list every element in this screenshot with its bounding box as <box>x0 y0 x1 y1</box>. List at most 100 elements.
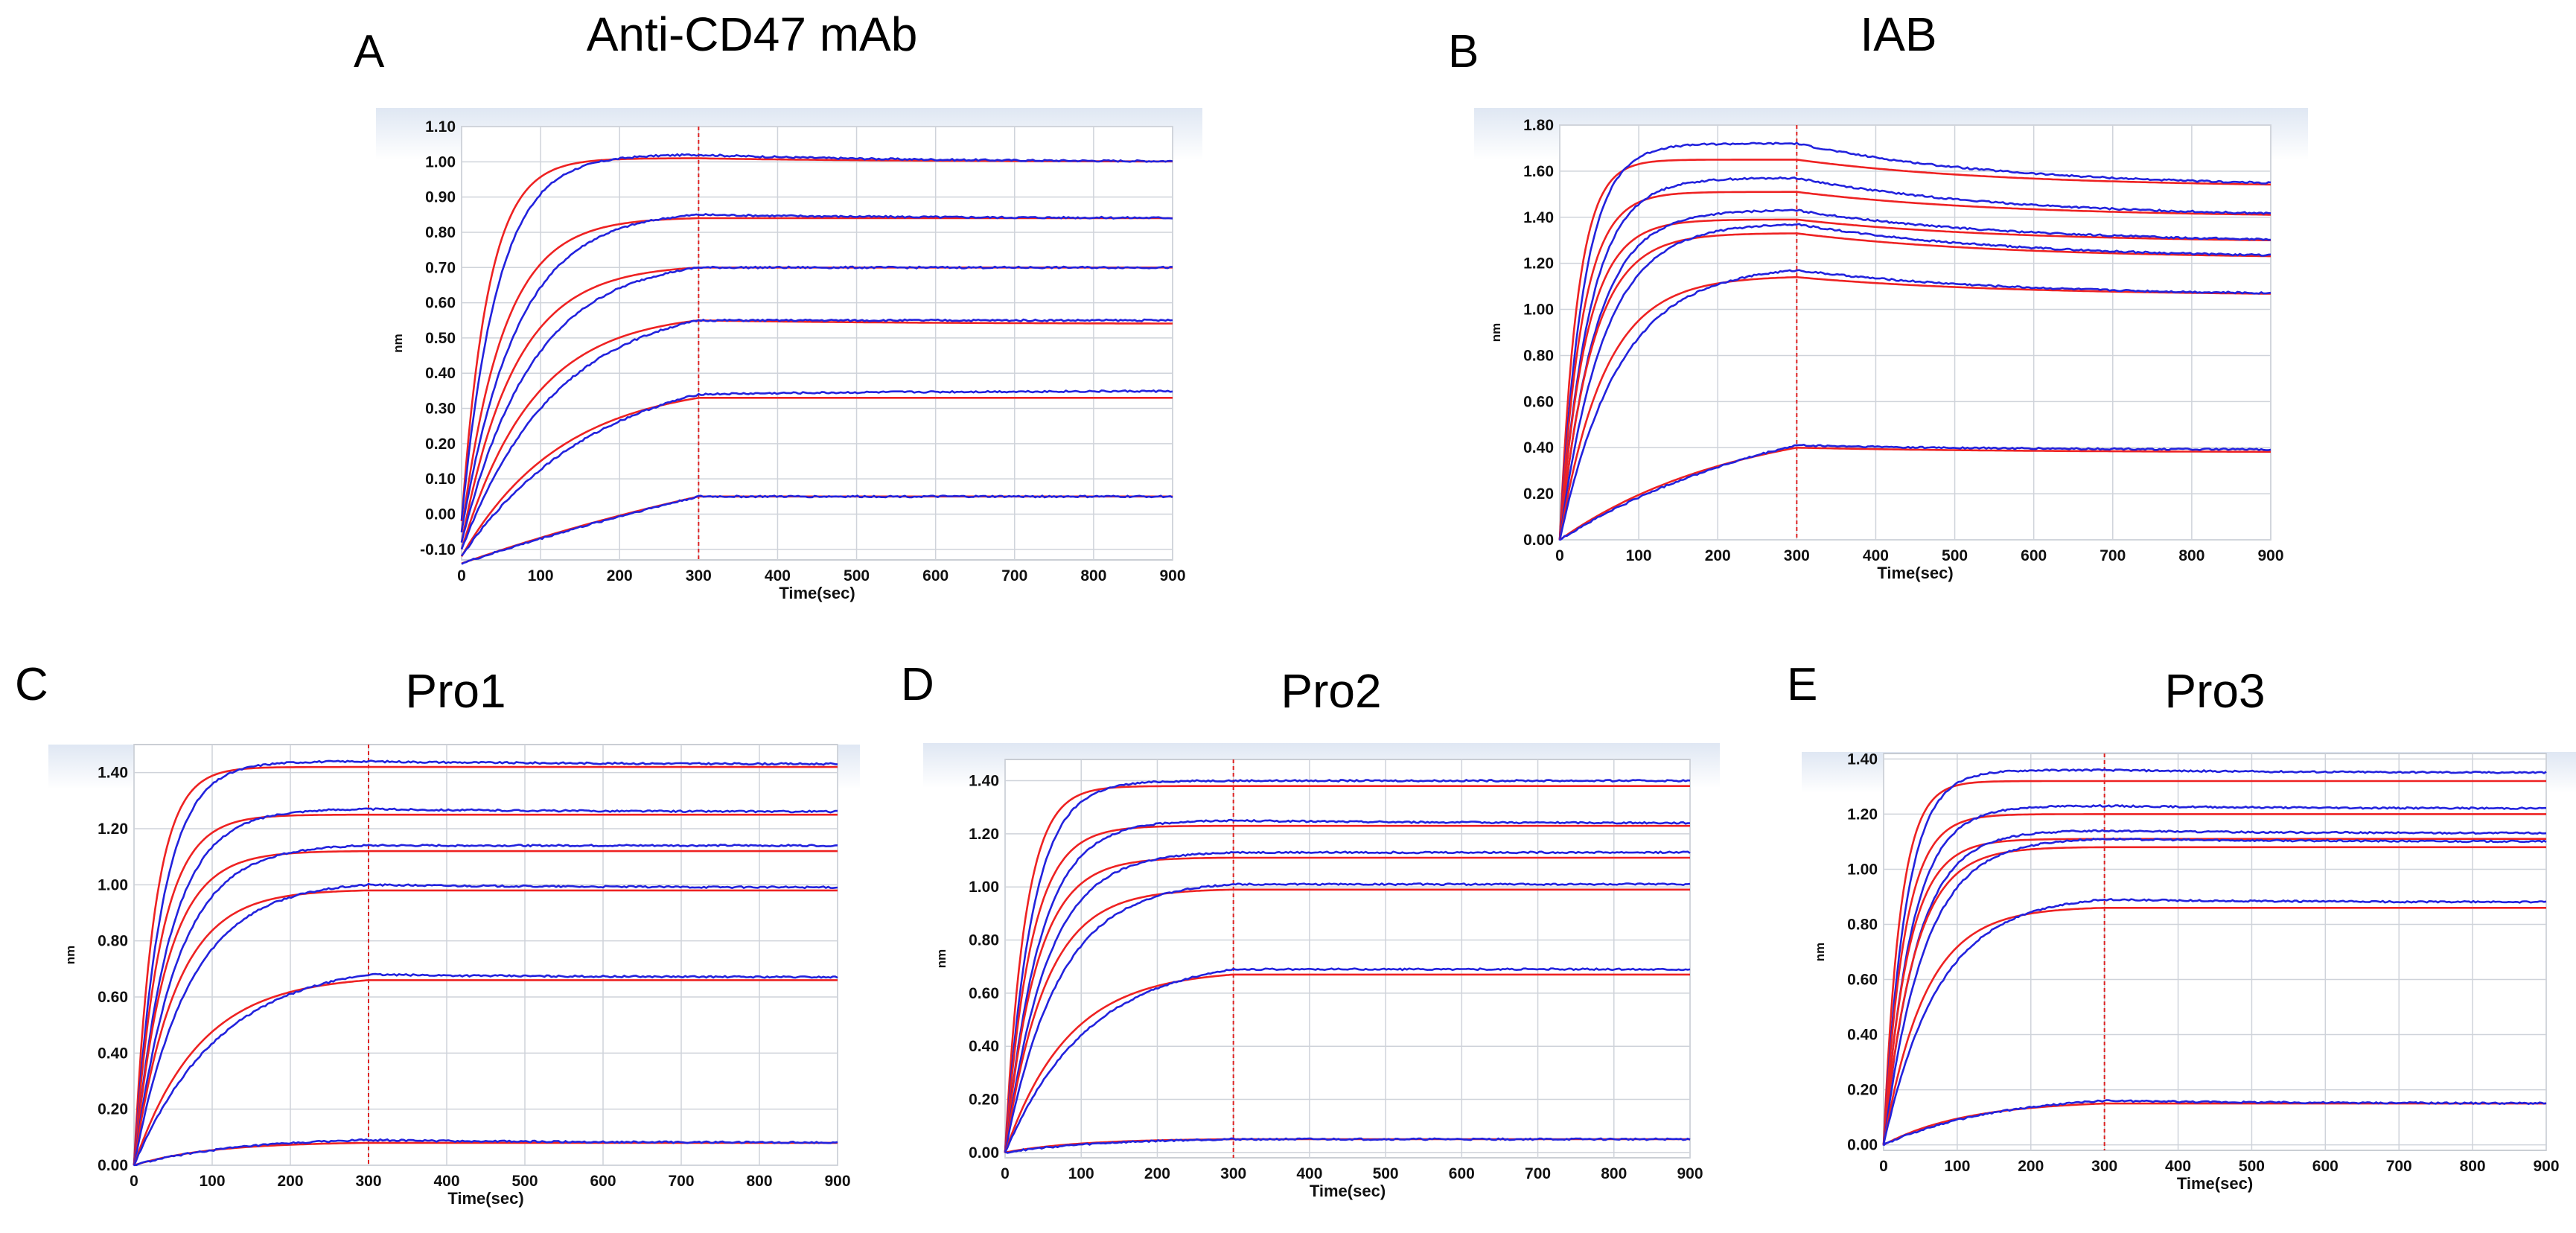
plot-area <box>461 126 1173 561</box>
data-curve-curve-4 <box>460 318 1173 550</box>
x-tick-label: 400 <box>1296 1165 1322 1182</box>
data-curve-curve-3 <box>1004 850 1691 1153</box>
data-curve-curve-4 <box>1004 882 1691 1153</box>
fit-curve-curve-6 <box>1559 446 2271 541</box>
y-tick-label: 0.60 <box>98 989 128 1006</box>
x-tick-label: 800 <box>1080 567 1106 584</box>
data-curve-curve-6 <box>1883 1099 2547 1147</box>
x-tick-label: 800 <box>1601 1165 1627 1182</box>
x-tick-label: 500 <box>2239 1158 2265 1175</box>
x-tick-label: 300 <box>2091 1158 2117 1175</box>
y-tick-label: 0.80 <box>1847 916 1878 933</box>
panel-D: D Pro2 0 100 200 300 400 500 600 700 800 900 1.40 1.2… <box>901 659 1720 1200</box>
y-tick-label: 1.20 <box>1523 255 1554 273</box>
data-curve-curve-3 <box>460 265 1173 543</box>
y-tick-label: 0.60 <box>1523 393 1554 410</box>
y-tick-label: 1.20 <box>1847 806 1878 823</box>
y-tick-label: 0.80 <box>1523 347 1554 364</box>
x-tick-label: 500 <box>1942 547 1968 564</box>
data-curve-curve-3 <box>1882 829 2547 1145</box>
data-curve-curve-2 <box>460 212 1173 533</box>
y-axis-label: nm <box>1813 943 1827 962</box>
y-tick-label: 1.80 <box>1523 117 1554 134</box>
fit-curve-curve-1 <box>133 765 838 1166</box>
y-tick-label: 1.40 <box>969 773 999 790</box>
data-curve-curve-6 <box>1004 1137 1691 1154</box>
y-tick-label: 0.80 <box>98 933 128 950</box>
x-tick-label: 900 <box>824 1173 850 1190</box>
y-tick-label: 0.20 <box>425 436 456 453</box>
panel-letter: B <box>1448 26 1479 77</box>
plot-area <box>1004 759 1691 1159</box>
data-curve-curve-1 <box>1558 141 2271 541</box>
y-tick-label: 1.00 <box>98 876 128 893</box>
data-curve-curve-1 <box>460 153 1173 521</box>
fit-curve-curve-2 <box>133 813 838 1166</box>
data-curve-curve-6 <box>1559 443 2271 541</box>
y-tick-label: 0.40 <box>969 1038 999 1055</box>
chart-title: Pro2 <box>1281 664 1381 718</box>
x-tick-label: 700 <box>2100 547 2126 564</box>
panel-C: C Pro1 0 100 200 300 400 500 600 700 800 900 1.40 1.2… <box>15 659 860 1208</box>
x-tick-label: 100 <box>1944 1158 1970 1175</box>
y-tick-label: 0.80 <box>425 224 456 241</box>
y-tick-label: 0.60 <box>425 295 456 312</box>
x-axis-label: Time(sec) <box>2177 1174 2253 1193</box>
fit-curve-curve-4 <box>1004 888 1690 1153</box>
y-tick-label: 0.20 <box>98 1101 128 1118</box>
y-tick-label: 0.40 <box>425 365 456 382</box>
panel-B: B IAB 0 100 200 300 400 500 600 700 800 900 1.80 1.60… <box>1448 7 2308 582</box>
fit-curve-curve-2 <box>1558 191 2271 541</box>
y-tick-label: 0.20 <box>1523 485 1554 503</box>
y-tick-label: 0.90 <box>425 189 456 206</box>
x-tick-label: 700 <box>1001 567 1027 584</box>
x-tick-label: 100 <box>199 1173 225 1190</box>
y-tick-label: 1.40 <box>1847 751 1878 768</box>
data-curve-curve-6 <box>461 494 1173 565</box>
x-tick-label: 600 <box>2312 1158 2339 1175</box>
data-curve-curve-2 <box>133 807 838 1165</box>
y-tick-label: 0.40 <box>98 1045 128 1062</box>
x-axis-label: Time(sec) <box>779 584 855 602</box>
x-tick-label: 600 <box>590 1173 616 1190</box>
data-curve-curve-1 <box>1004 778 1691 1153</box>
y-tick-label: 0.40 <box>1847 1027 1878 1044</box>
x-tick-label: 900 <box>2533 1158 2559 1175</box>
x-tick-label: 100 <box>1068 1165 1094 1182</box>
x-tick-label: 200 <box>607 567 633 584</box>
y-tick-label: 1.00 <box>969 879 999 896</box>
data-curve-curve-1 <box>1882 768 2547 1146</box>
y-tick-label: 1.40 <box>98 765 128 782</box>
fit-curve-curve-3 <box>133 850 838 1166</box>
panel-letter: A <box>354 26 385 77</box>
data-curve-curve-2 <box>1558 176 2271 541</box>
x-tick-label: 800 <box>2178 547 2204 564</box>
fit-curve-curve-1 <box>1004 785 1690 1153</box>
x-tick-label: 300 <box>355 1173 381 1190</box>
data-curve-curve-3 <box>1558 208 2271 540</box>
x-tick-label: 600 <box>2021 547 2047 564</box>
data-curve-curve-2 <box>1882 803 2546 1146</box>
data-curve-curve-5 <box>1004 967 1691 1153</box>
x-tick-label: 0 <box>457 567 466 584</box>
panel-E: E Pro3 0 100 200 300 400 500 600 700 800 900 1.40 1.2… <box>1787 659 2576 1193</box>
data-curve-curve-4 <box>133 882 838 1167</box>
data-curve-curve-6 <box>133 1138 838 1167</box>
x-tick-label: 700 <box>668 1173 694 1190</box>
data-curve-curve-5 <box>460 389 1173 557</box>
fit-curve-curve-5 <box>1558 275 2271 541</box>
panel-A: A Anti-CD47 mAb 0 100 200 300 400 500 600 700 800 9… <box>354 7 1202 602</box>
fit-curve-curve-3 <box>1004 856 1690 1153</box>
y-tick-label: 0.10 <box>425 471 456 488</box>
x-tick-label: 800 <box>746 1173 772 1190</box>
y-tick-label: -0.10 <box>420 541 456 558</box>
chart-title: Anti-CD47 mAb <box>587 7 918 61</box>
chart-title: IAB <box>1860 7 1936 61</box>
data-curve-curve-3 <box>133 844 838 1165</box>
fit-curve-curve-4 <box>1882 846 2546 1145</box>
y-tick-label: 1.00 <box>1523 302 1554 319</box>
x-tick-label: 500 <box>844 567 870 584</box>
y-tick-label: 0.70 <box>425 259 456 276</box>
x-tick-label: 900 <box>1677 1165 1703 1182</box>
